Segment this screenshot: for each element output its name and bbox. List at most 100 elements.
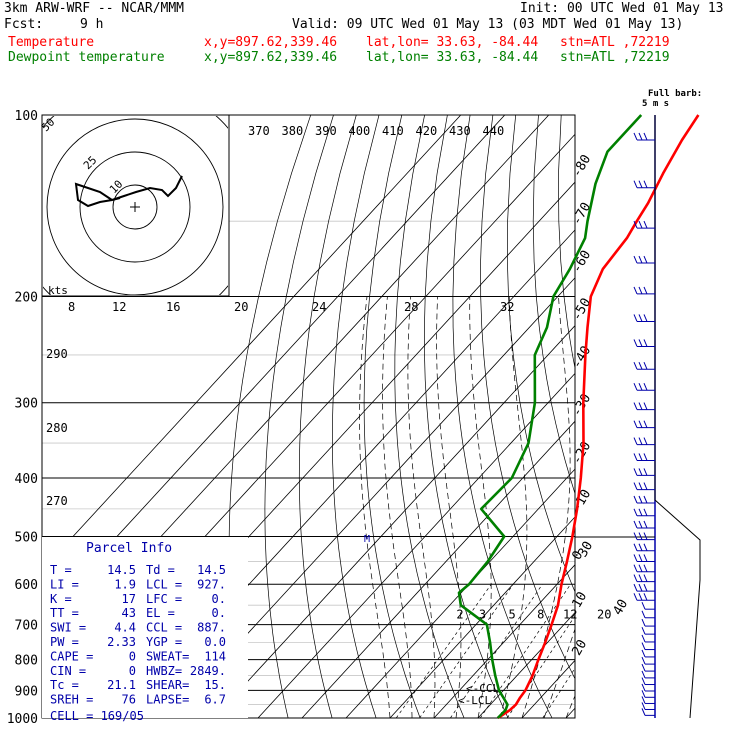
moist-adiabat — [499, 296, 528, 718]
isotherm-label: -10 — [569, 487, 594, 515]
wind-barb-flag — [641, 663, 646, 672]
wind-barb-flag — [633, 532, 638, 540]
wind-barb-flag — [643, 583, 648, 592]
parcel-key: SWEAT= — [146, 649, 189, 663]
wind-barb-flag — [638, 564, 643, 572]
side-theta-label: 280 — [46, 421, 68, 435]
valid-time: Valid: 09 UTC Wed 01 May 13 (03 MDT Wed … — [292, 17, 684, 32]
isotherm-line — [389, 516, 575, 718]
sounding-series — [457, 114, 700, 720]
wind-barb-flag — [643, 543, 648, 551]
mixing-ratio-label: 2 — [456, 608, 463, 622]
wind-barb-flag — [633, 437, 638, 445]
dry-adiabat — [698, 115, 740, 718]
isotherm-line — [301, 420, 575, 718]
wind-guide-edge — [654, 115, 701, 719]
wind-barb-flag — [638, 362, 643, 370]
moist-adiabat — [521, 296, 571, 718]
parcel-key: LCL = — [146, 577, 182, 591]
parcel-key: EL = — [146, 606, 175, 620]
dry-adiabat — [394, 115, 465, 718]
parcel-value: 0.0 — [204, 635, 226, 649]
parcel-key: YGP = — [146, 635, 182, 649]
wind-barb-flag — [638, 508, 643, 516]
dry-adiabat — [607, 115, 740, 718]
parcel-value: 887. — [197, 621, 226, 635]
dewpoint-line — [457, 114, 643, 719]
full-barb-label: Full barb: — [648, 89, 702, 99]
wind-barb-flag — [638, 437, 643, 445]
parcel-info-panel: Parcel Info T = 14.5 Td = 14.5 LI = 1.9 LCL = 92… — [42, 537, 248, 723]
parcel-value: 0 — [129, 649, 136, 663]
parcel-value: 14.5 — [107, 563, 136, 577]
moist-adiabat — [382, 296, 413, 718]
wind-barbs — [575, 115, 701, 719]
parcel-key: K = — [50, 592, 72, 606]
wind-barb-flag — [638, 574, 643, 582]
wind-barb-flag — [638, 583, 643, 592]
wind-barb-flag — [643, 255, 648, 264]
wind-barb-flag — [633, 339, 638, 347]
wind-barb-flag — [638, 532, 643, 540]
parcel-cell: CELL = 169/05 — [50, 709, 144, 723]
parcel-key: LFC = — [146, 592, 182, 606]
wind-barb-flag — [643, 132, 648, 141]
mixing-ratio-label: 20 — [597, 608, 611, 622]
wind-barb-flag — [643, 339, 648, 347]
wind-barb-flag — [643, 382, 648, 391]
parcel-key: PW = — [50, 635, 79, 649]
side-theta-label: 270 — [46, 494, 68, 508]
wind-barb-flag — [638, 339, 643, 347]
isotherm-label: 30 — [575, 539, 596, 560]
moist-adiabat — [407, 296, 436, 718]
legend-temperature: Temperature — [8, 35, 95, 50]
hodo-rings — [43, 116, 228, 295]
moist-adiabat — [469, 296, 492, 718]
wind-barb-flag — [633, 564, 638, 572]
pressure-label: 1000 — [7, 712, 38, 727]
mixing-ratio-line — [479, 584, 571, 718]
hodo-ring — [112, 184, 158, 230]
wind-barb-flag — [633, 286, 638, 295]
isotherm-line — [521, 659, 575, 718]
wind-barb-flag — [638, 543, 643, 551]
wind-barb-flag — [641, 683, 646, 692]
parcel-value: 0. — [212, 606, 226, 620]
wind-barb-flag — [633, 593, 638, 601]
wind-barb-flag — [638, 286, 643, 295]
isotherm-line — [345, 468, 575, 718]
wind-barb-flag — [643, 495, 648, 504]
isotherm-label: 10 — [569, 590, 590, 611]
hodo-speed-label: 20 — [234, 300, 248, 314]
parcel-key: SWI = — [50, 621, 86, 635]
m-marker: M — [364, 534, 370, 545]
parcel-value: 0 — [129, 664, 136, 678]
pressure-label: 100 — [15, 109, 38, 124]
dry-adiabat — [558, 115, 575, 370]
parcel-value: 17 — [122, 592, 136, 606]
chart-header: 3km ARW-WRF -- NCAR/MMM Init: 00 UTC Wed… — [0, 0, 740, 70]
dry-adiabat — [480, 115, 575, 680]
theta-label: 380 — [282, 124, 304, 138]
wind-barb-flag — [641, 601, 646, 610]
parcel-key: CCL = — [146, 621, 182, 635]
wind-barb-flag — [643, 286, 648, 295]
wind-barb-flag — [633, 554, 638, 562]
parcel-value: 15. — [204, 678, 226, 692]
wind-barb-flag — [633, 255, 638, 264]
lcl-marker: <-LCL — [458, 694, 491, 707]
wind-barb-flag — [643, 220, 648, 229]
wind-barb-flag — [641, 677, 646, 685]
latlon-dewpoint: lat,lon= 33.63, -84.44 — [366, 50, 539, 65]
parcel-key: T = — [50, 563, 72, 577]
parcel-value: 14.5 — [197, 563, 226, 577]
parcel-key: LI = — [50, 577, 79, 591]
theta-label: 390 — [315, 124, 337, 138]
wind-barb-flag — [643, 564, 648, 572]
wind-barb-flag — [643, 468, 648, 476]
wind-barb-flag — [638, 495, 643, 504]
wind-barb-flag — [641, 708, 646, 716]
parcel-key: HWBZ= — [146, 664, 182, 678]
